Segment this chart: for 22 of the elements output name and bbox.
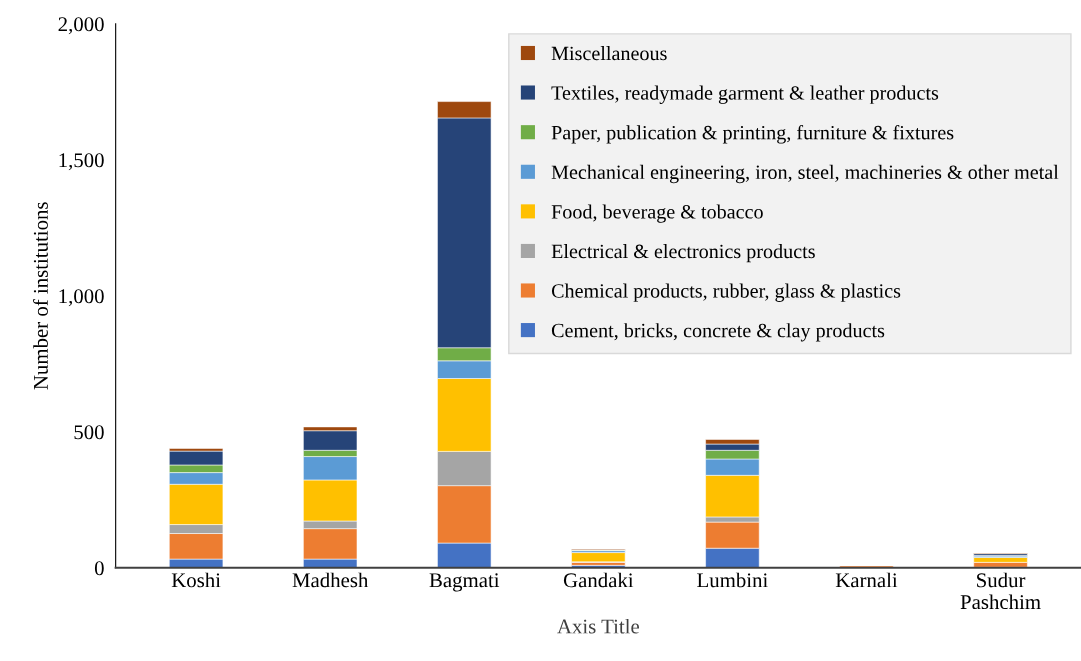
legend-label: Cement, bricks, concrete & clay products [551, 323, 885, 342]
legend-label: Electrical & electronics products [551, 244, 815, 263]
x-tick-label: Madhesh [292, 572, 369, 588]
x-tick-label: Sudur Pashchim [960, 572, 1041, 610]
legend-label: Miscellaneous [551, 46, 667, 61]
legend-label: Chemical products, rubber, glass & plastics [551, 283, 901, 302]
y-tick-label: 500 [74, 425, 104, 440]
legend-label: Textiles, readymade garment & leather products [551, 85, 939, 104]
x-tick-label: Koshi [171, 572, 221, 588]
y-tick-label: 1,000 [59, 289, 104, 307]
legend-label: Food, beverage & tobacco [551, 204, 763, 223]
y-tick-label: 1,500 [59, 153, 104, 171]
y-tick-label: 2,000 [58, 17, 104, 35]
x-tick-label: Lumbini [697, 572, 768, 588]
y-axis-title: Number of institutions [33, 202, 48, 390]
x-tick-label: Karnali [835, 572, 898, 588]
y-tick-label: 0 [94, 561, 104, 576]
x-tick-label: Gandaki [563, 572, 634, 588]
x-axis-title: Axis Title [557, 618, 640, 634]
legend-label: Paper, publication & printing, furniture & fixtures [551, 125, 954, 144]
legend-label: Mechanical engineering, iron, steel, machineries & other metal [551, 164, 1059, 184]
x-tick-label: Bagmati [429, 573, 500, 592]
